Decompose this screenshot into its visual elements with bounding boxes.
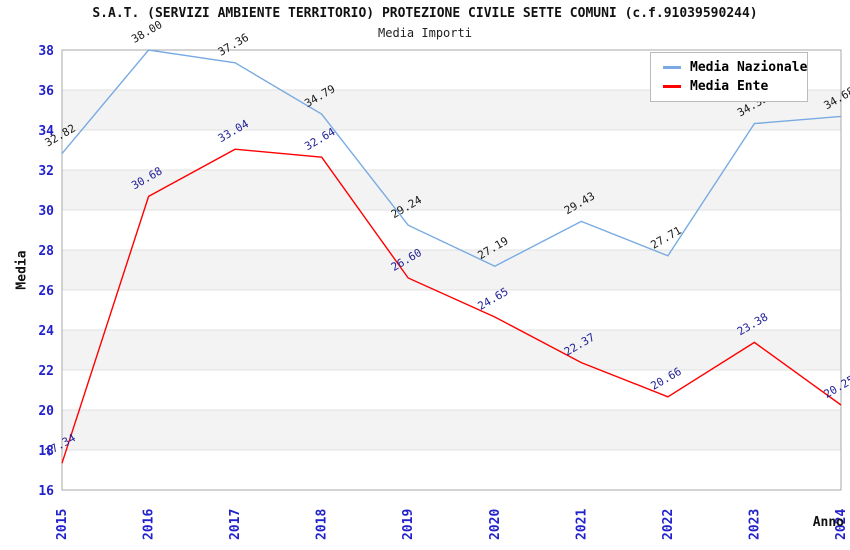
y-tick-label: 16 [38, 484, 54, 499]
line-media-nazionale [61, 49, 842, 267]
legend: Media Nazionale Media Ente [650, 52, 808, 102]
point-label-media-nazionale-2017: 37.36 [216, 31, 251, 59]
grid-band [62, 250, 841, 290]
legend-item-media-ente: Media Ente [663, 77, 801, 96]
grid-band [62, 330, 841, 370]
plot-border [61, 49, 842, 491]
y-tick-label: 36 [38, 84, 54, 99]
x-tick-label: 2022 [661, 509, 676, 540]
y-axis-title: Media [14, 250, 30, 290]
y-tick-label: 22 [38, 364, 54, 379]
grid-band [62, 170, 841, 210]
point-label-media-ente-2024: 20.25 [822, 373, 850, 401]
y-tick-label: 34 [38, 124, 54, 139]
y-tick-label: 18 [38, 444, 54, 459]
y-tick-label: 32 [38, 164, 54, 179]
x-tick-label: 2021 [574, 509, 589, 540]
x-tick-label: 2019 [401, 509, 416, 540]
x-tick-label: 2017 [228, 509, 243, 540]
x-tick-label: 2018 [315, 509, 330, 540]
legend-line-marker-blue [663, 66, 681, 69]
legend-item-media-nazionale: Media Nazionale [663, 58, 807, 77]
legend-label: Media Nazionale [690, 60, 808, 75]
y-tick-label: 28 [38, 244, 54, 259]
chart-subtitle: Media Importi [378, 26, 472, 40]
legend-label: Media Ente [690, 79, 769, 94]
y-tick-label: 38 [38, 44, 54, 59]
x-axis-title: Anno [812, 515, 844, 530]
x-tick-label: 2024 [834, 509, 849, 540]
y-tick-label: 26 [38, 284, 54, 299]
point-label-media-nazionale-2022: 27.71 [649, 224, 684, 252]
point-label-media-nazionale-2016: 38.00 [129, 18, 164, 46]
legend-line-marker-red [663, 85, 681, 88]
chart-title: S.A.T. (SERVIZI AMBIENTE TERRITORIO) PRO… [92, 6, 758, 21]
x-tick-label: 2023 [747, 509, 762, 540]
y-tick-label: 20 [38, 404, 54, 419]
x-tick-label: 2016 [142, 509, 157, 540]
line-media-ente [61, 148, 842, 464]
x-tick-label: 2015 [55, 509, 70, 540]
x-tick-label: 2020 [488, 509, 503, 540]
y-tick-label: 24 [38, 324, 54, 339]
y-tick-label: 30 [38, 204, 54, 219]
grid-band [62, 410, 841, 450]
